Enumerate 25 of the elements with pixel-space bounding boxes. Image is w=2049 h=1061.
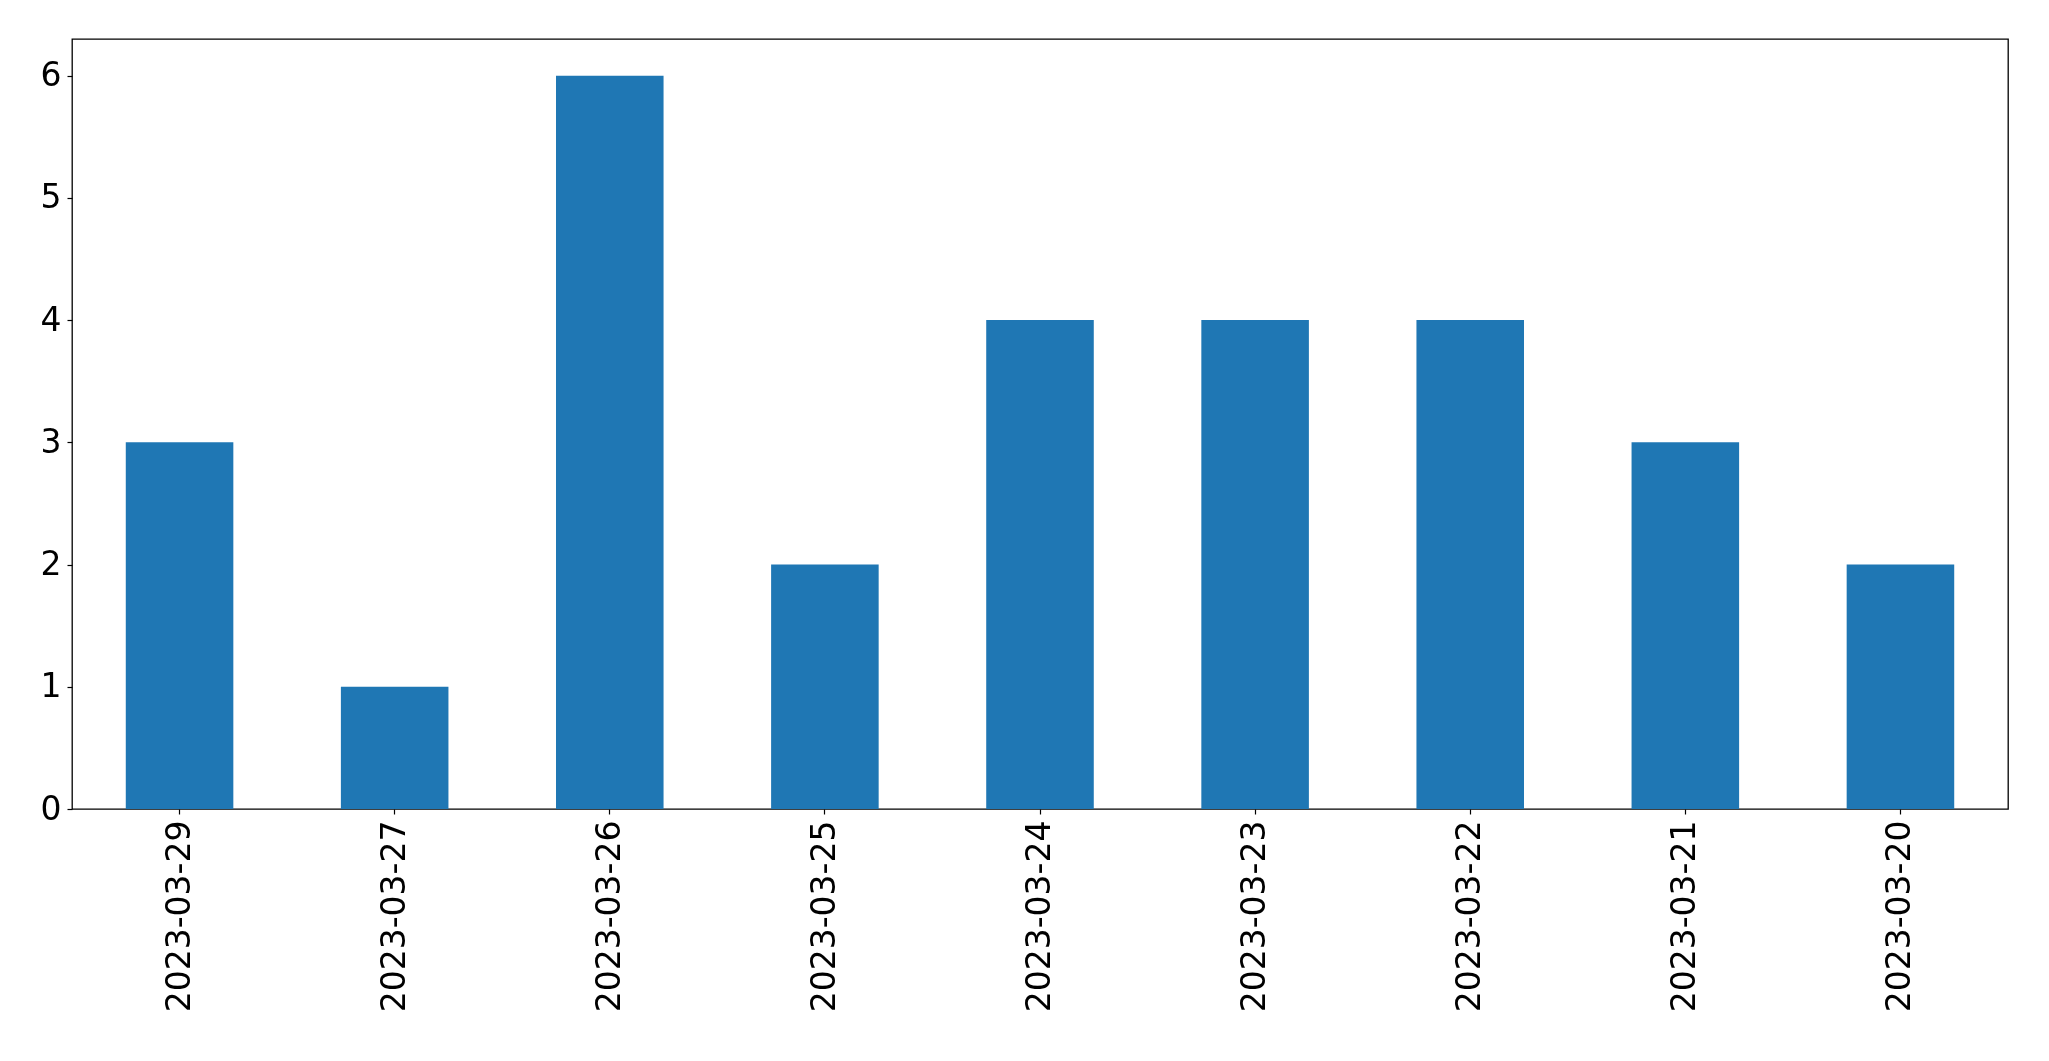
x-tick-label: 2023-03-26 (588, 820, 628, 1013)
bar (556, 75, 664, 809)
bar (340, 686, 449, 809)
bar (1631, 442, 1740, 809)
y-tick-label: 5 (40, 177, 62, 217)
x-tick-label: 2023-03-22 (1449, 820, 1489, 1013)
x-tick-label: 2023-03-20 (1879, 820, 1919, 1013)
y-tick-label: 2 (40, 544, 62, 584)
bar (986, 320, 1094, 809)
x-tick-label: 2023-03-29 (158, 820, 198, 1013)
bar (1846, 564, 1955, 809)
x-tick-label: 2023-03-23 (1234, 820, 1274, 1013)
y-tick-label: 0 (40, 788, 62, 828)
y-tick-label: 1 (40, 666, 62, 706)
x-tick-label: 2023-03-24 (1019, 820, 1058, 1013)
bar (771, 564, 879, 809)
y-tick-label: 4 (40, 299, 62, 339)
bar (1201, 320, 1309, 809)
x-tick-label: 2023-03-21 (1664, 820, 1704, 1013)
y-tick-label: 3 (40, 421, 62, 461)
bar (125, 442, 234, 809)
x-tick-label: 2023-03-25 (803, 820, 843, 1013)
bar (1416, 320, 1524, 809)
y-tick-label: 6 (40, 55, 62, 95)
x-tick-label: 2023-03-27 (373, 820, 413, 1013)
